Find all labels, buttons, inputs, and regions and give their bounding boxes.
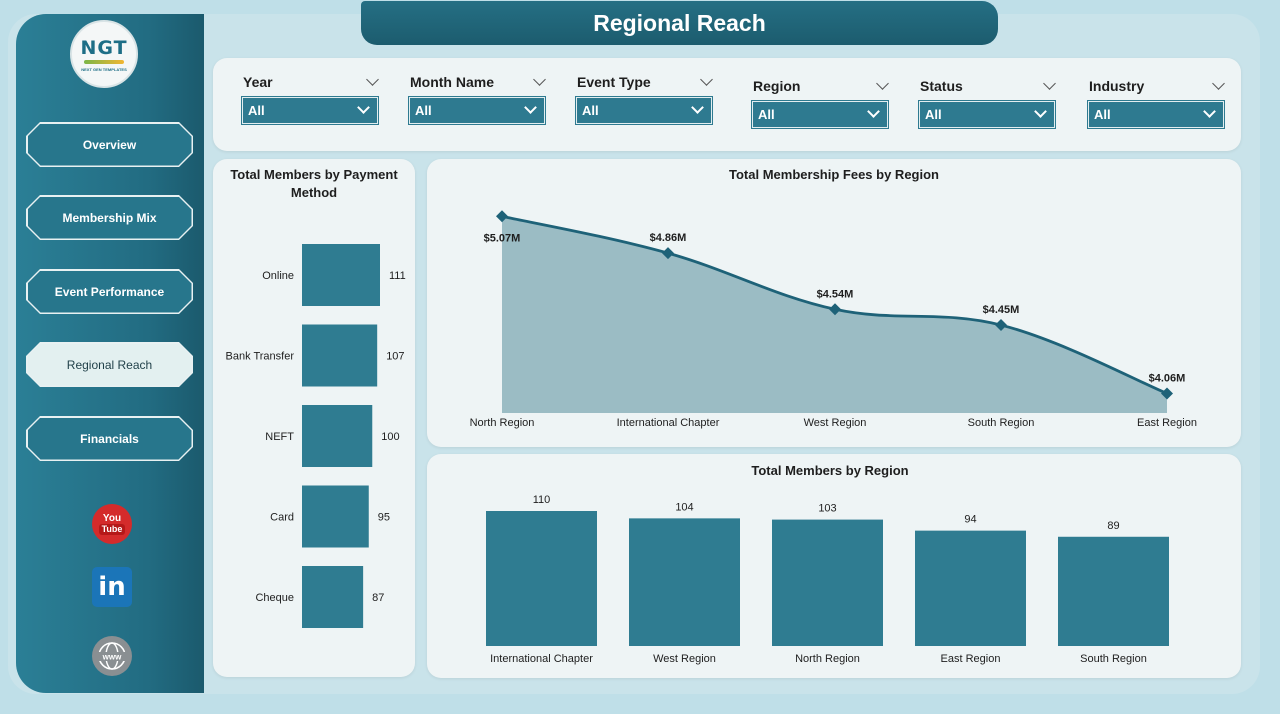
filter-label: Event Type [577,74,651,90]
data-label: 89 [1107,520,1119,532]
data-label: 87 [372,592,384,604]
ngt-logo: NGT NEXT GEN TEMPLATES [70,20,138,88]
filter-label: Region [753,78,801,94]
year-dropdown[interactable]: All [241,96,379,125]
filter-month-name: Month Name All [408,73,546,125]
bar [772,519,883,646]
data-label: 95 [378,512,390,524]
event-type-dropdown[interactable]: All [575,96,713,125]
nav-label: Overview [82,137,137,152]
category-label: NEFT [265,431,294,443]
data-label: $4.45M [983,304,1020,316]
filter-label: Month Name [410,74,494,90]
category-label: West Region [804,417,867,429]
logo-swoosh [84,59,124,64]
chart-title: Total Members by Payment Method [230,167,398,200]
category-label: East Region [1137,417,1197,429]
bar [629,518,740,646]
category-label: International Chapter [490,653,593,665]
logo-subtitle: NEXT GEN TEMPLATES [81,66,127,72]
filter-industry: Industry All [1087,77,1225,129]
nav-label: Event Performance [54,284,165,299]
category-label: Card [270,512,294,524]
nav-label: Membership Mix [62,210,157,225]
industry-dropdown[interactable]: All [1087,100,1225,129]
nav-financials-button[interactable]: Financials [26,416,193,461]
youtube-icon[interactable]: You Tube [92,504,132,544]
fees-by-region-chart-panel: Total Membership Fees by Region $5.07M No… [427,159,1241,447]
filter-year: Year All [241,73,379,125]
chart-title: Total Members by Region [751,463,909,478]
category-label: Online [262,270,294,282]
category-label: Cheque [255,592,294,604]
bar [302,566,364,628]
data-label: 107 [386,351,404,363]
fees-by-region-chart: $5.07M North Region $4.86M International Ch… [470,210,1197,429]
category-label: North Region [795,653,860,665]
data-label: 111 [389,270,406,282]
data-point [829,303,841,316]
chart-title: Total Membership Fees by Region [729,167,939,182]
bar [302,244,380,306]
filter-label: Status [920,78,963,94]
nav-overview-button[interactable]: Overview [26,122,193,167]
filter-label: Industry [1089,78,1145,94]
chevron-down-icon [867,105,880,118]
month-name-dropdown[interactable]: All [408,96,546,125]
bar [302,485,369,548]
filter-region: Region All [751,77,889,129]
bar [302,324,378,387]
data-point [662,247,674,260]
nav-label: Regional Reach [66,357,153,372]
filters-panel: Year All Month Name All Event Type All R… [213,58,1241,151]
data-label: 104 [675,501,693,513]
chevron-down-icon [1034,105,1047,118]
data-label: 103 [818,503,836,515]
payment-method-chart: Online 111 Bank Transfer 107 NEFT 100 Card 95 Ch… [226,244,406,628]
data-label: $4.86M [650,232,687,244]
globe-icon-label: www [102,653,122,662]
data-label: $4.06M [1149,372,1186,384]
data-point [1161,387,1173,400]
category-label: West Region [653,653,716,665]
filter-status: Status All [918,77,1056,129]
chevron-down-icon [524,101,537,114]
region-dropdown[interactable]: All [751,100,889,129]
chevron-down-icon [357,101,370,114]
nav-label: Financials [80,431,139,446]
category-label: South Region [1080,653,1147,665]
data-point [496,210,508,223]
data-label: $5.07M [484,232,521,244]
chevron-down-icon [691,101,704,114]
status-dropdown[interactable]: All [918,100,1056,129]
bar [1058,536,1169,646]
data-label: 100 [381,431,399,443]
nav-event-performance-button[interactable]: Event Performance [26,269,193,314]
bar [915,530,1026,646]
data-label: 110 [533,494,551,506]
members-by-region-chart: 110 International Chapter 104 West Region 10… [486,494,1169,665]
nav-membership-mix-button[interactable]: Membership Mix [26,195,193,240]
category-label: International Chapter [617,417,720,429]
category-label: East Region [941,653,1001,665]
globe-icon[interactable]: www [92,636,132,676]
data-label: $4.54M [817,288,854,300]
page-title-bar: Regional Reach [361,1,998,45]
nav-regional-reach-button[interactable]: Regional Reach [26,342,193,387]
linkedin-icon[interactable]: in [92,567,132,607]
payment-method-chart-panel: Total Members by Payment Method Online 11… [213,159,415,677]
logo-text: NGT [80,36,128,59]
category-label: North Region [470,417,535,429]
bar [486,511,597,646]
chevron-down-icon [1203,105,1216,118]
category-label: South Region [968,417,1035,429]
data-point [995,319,1007,332]
category-label: Bank Transfer [226,351,295,363]
bar [302,405,373,467]
filter-label: Year [243,74,273,90]
filter-event-type: Event Type All [575,73,713,125]
data-label: 94 [964,514,976,526]
page-title: Regional Reach [593,9,766,36]
members-by-region-chart-panel: Total Members by Region 110 International… [427,454,1241,678]
